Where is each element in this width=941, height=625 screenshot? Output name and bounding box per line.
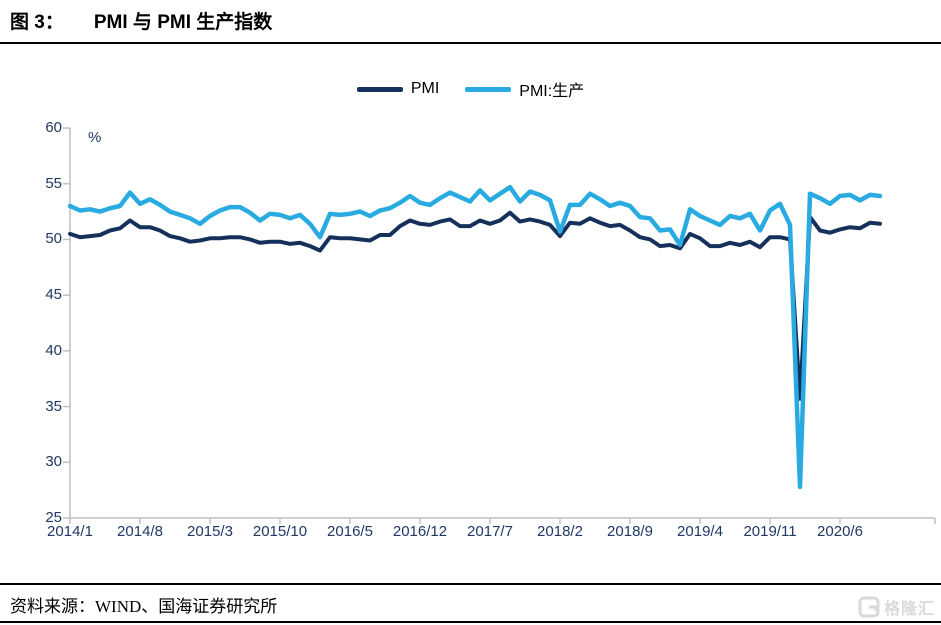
gelonghui-logo-icon bbox=[858, 596, 880, 618]
gelonghui-watermark: 格隆汇 bbox=[858, 595, 935, 619]
x-axis-tick-label: 2019/11 bbox=[743, 523, 797, 540]
chart-legend: PMI PMI:生产 bbox=[0, 77, 941, 101]
y-axis-tick-label: 25 bbox=[45, 509, 62, 526]
watermark-text: 格隆汇 bbox=[883, 601, 935, 618]
x-axis-tick-label: 2014/1 bbox=[47, 523, 93, 540]
x-axis-tick-label: 2016/12 bbox=[392, 523, 448, 540]
x-axis-tick-label: 2018/2 bbox=[537, 523, 583, 540]
x-axis-tick-label: 2015/3 bbox=[187, 523, 233, 540]
figure-title: 图 3： PMI 与 PMI 生产指数 bbox=[10, 7, 272, 34]
x-axis-tick-label: 2018/9 bbox=[607, 523, 653, 540]
legend-label-pmi: PMI bbox=[410, 80, 440, 97]
legend-label-pmi-production: PMI:生产 bbox=[519, 83, 585, 100]
y-axis-tick-label: 30 bbox=[45, 453, 62, 471]
y-axis-tick-label: 45 bbox=[45, 286, 62, 304]
legend-item-pmi: PMI bbox=[356, 80, 440, 98]
footer-divider bbox=[0, 583, 941, 585]
pmi-production-line bbox=[67, 184, 883, 490]
x-axis-tick-label: 2014/8 bbox=[117, 523, 163, 540]
y-axis-tick-label: 35 bbox=[45, 397, 62, 415]
bottom-border bbox=[0, 621, 941, 623]
y-axis-unit-label: % bbox=[88, 129, 102, 146]
figure-title-text: PMI 与 PMI 生产指数 bbox=[93, 12, 273, 33]
y-axis-tick-label: 40 bbox=[45, 341, 62, 359]
line-chart bbox=[63, 127, 936, 524]
figure-number: 图 3： bbox=[10, 12, 64, 33]
x-axis-tick-label: 2015/10 bbox=[252, 523, 308, 540]
pmi-production-line-swatch bbox=[465, 86, 512, 92]
y-axis-tick-label: 60 bbox=[45, 119, 62, 136]
y-axis-tick-label: 55 bbox=[45, 174, 62, 192]
data-source-note: 资料来源：WIND、国海证券研究所 bbox=[10, 597, 278, 616]
x-axis-tick-label: 2020/6 bbox=[817, 523, 863, 540]
legend-item-pmi-production: PMI:生产 bbox=[465, 77, 584, 101]
x-axis-tick-label: 2019/4 bbox=[677, 523, 723, 540]
pmi-line-swatch bbox=[356, 86, 403, 92]
x-axis-tick-label: 2016/5 bbox=[327, 523, 373, 540]
pmi-line bbox=[68, 210, 882, 401]
x-axis-tick-label: 2017/7 bbox=[467, 523, 513, 540]
title-divider bbox=[0, 42, 941, 44]
y-axis-tick-label: 50 bbox=[45, 230, 62, 248]
